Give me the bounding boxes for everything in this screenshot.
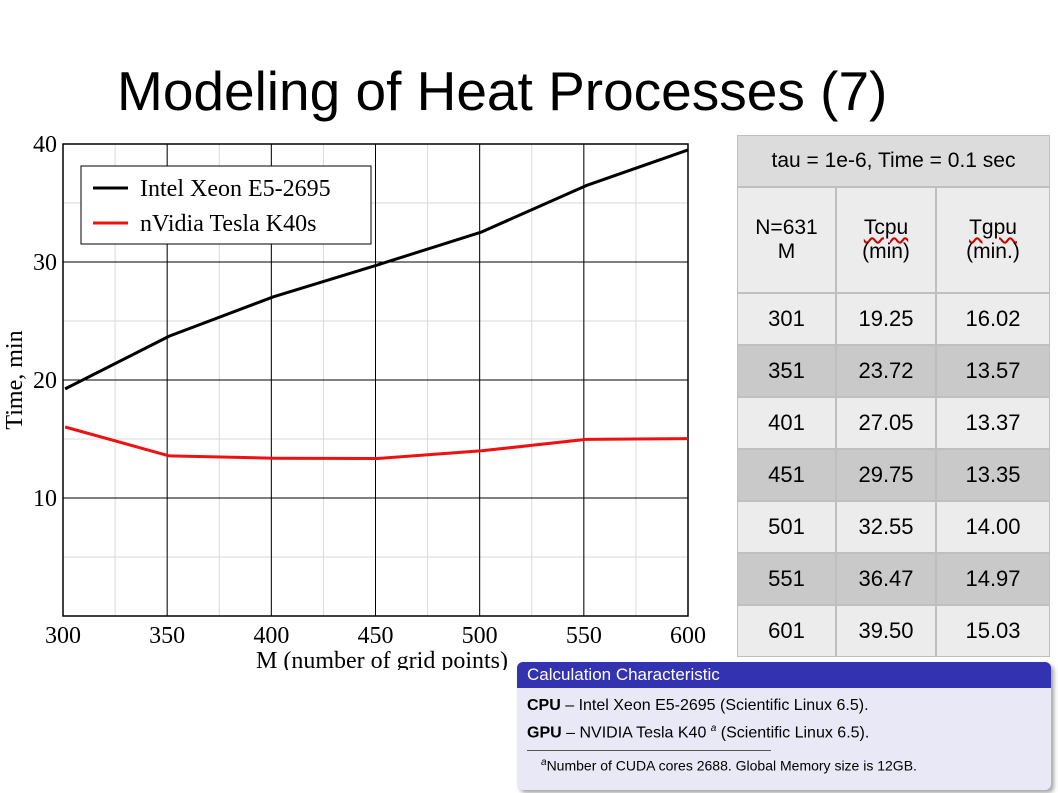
cell-tcpu: 32.55 [836,501,936,553]
x-tick-label: 600 [670,623,706,649]
table-caption: tau = 1e-6, Time = 0.1 sec [737,135,1050,187]
series-layer [64,148,689,460]
cpu-label: CPU [527,697,561,714]
cell-tgpu: 13.57 [936,345,1050,397]
header-tcpu: Tcpu (min) [836,187,936,293]
timing-table: tau = 1e-6, Time = 0.1 sec N=631 M Tcpu … [737,135,1050,657]
x-tick-label: 450 [358,623,394,649]
cell-tgpu: 14.00 [936,501,1050,553]
table-body: 301 19.25 16.02 351 23.72 13.57 401 27.05 13.37 4… [737,293,1050,657]
cell-tgpu: 15.03 [936,605,1050,657]
table-row: 601 39.50 15.03 [737,605,1050,657]
series-line-0 [64,148,689,391]
footnote-rule [527,750,771,751]
table-row: 451 29.75 13.35 [737,449,1050,501]
footnote: aNumber of CUDA cores 2688. Global Memor… [527,757,1041,774]
legend-box [80,165,372,245]
cell-tgpu: 14.97 [936,553,1050,605]
footnote-text: Number of CUDA cores 2688. Global Memory… [546,757,917,774]
x-axis-label: M (number of grid points) [256,648,508,670]
cell-tcpu: 29.75 [836,449,936,501]
x-tick-label: 350 [149,623,185,649]
cell-tcpu: 39.50 [836,605,936,657]
table-caption-text: tau = 1e-6, Time = 0.1 sec [771,149,1016,172]
cell-tgpu: 13.37 [936,397,1050,449]
y-tick-label: 10 [33,486,57,512]
table-row: 401 27.05 13.37 [737,397,1050,449]
y-tick-label: 40 [33,132,57,158]
header-n-line2: M [777,240,796,263]
cell-tcpu: 36.47 [836,553,936,605]
x-tick-label: 400 [253,623,289,649]
header-tgpu-line2: (min.) [966,240,1020,263]
gpu-text2: (Scientific Linux 6.5). [716,724,870,742]
gpu-text: – NVIDIA Tesla K40 [561,724,711,742]
cpu-text: – Intel Xeon E5-2695 (Scientific Linux 6… [560,697,869,714]
table-row: 301 19.25 16.02 [737,293,1050,345]
cell-n: 551 [737,553,836,605]
footnote-mark: a [541,757,547,768]
cpu-line: CPU – Intel Xeon E5-2695 (Scientific Lin… [527,694,1041,717]
header-tcpu-line1: Tcpu [863,215,909,239]
cell-n: 451 [737,449,836,501]
header-tcpu-line2: (min) [862,240,910,263]
slide-title: Modeling of Heat Processes (7) [117,60,888,122]
line-chart: 300 350 400 450 500 550 600 10 20 30 40 M (number… [2,132,706,670]
cell-n: 501 [737,501,836,553]
plot-frame [62,143,689,617]
cell-n: 351 [737,345,836,397]
table-row: 551 36.47 14.97 [737,553,1050,605]
cell-tcpu: 19.25 [836,293,936,345]
legend-label-gpu: nVidia Tesla K40s [140,211,316,237]
cell-n: 401 [737,397,836,449]
cell-tgpu: 16.02 [936,293,1050,345]
y-tick-labels: 10 20 30 40 [33,132,57,512]
table-row: 501 32.55 14.00 [737,501,1050,553]
x-tick-label: 300 [45,623,81,649]
cell-n: 601 [737,605,836,657]
y-axis-label: Time, min [2,330,28,429]
gpu-label: GPU [527,724,562,742]
header-n: N=631 M [737,187,836,293]
gpu-footnote-mark: a [710,723,717,734]
header-n-line1: N=631 [755,215,818,239]
block-body: CPU – Intel Xeon E5-2695 (Scientific Lin… [517,688,1051,780]
cell-tgpu: 13.35 [936,449,1050,501]
y-tick-label: 30 [33,250,57,276]
header-tgpu-line1: Tgpu [969,215,1017,239]
x-tick-label: 500 [462,623,498,649]
calc-characteristic-block: Calculation Characteristic CPU – Intel X… [517,662,1051,790]
cell-tcpu: 23.72 [836,345,936,397]
x-tick-labels: 300 350 400 450 500 550 600 [45,623,706,649]
legend-label-cpu: Intel Xeon E5-2695 [140,176,331,202]
table-row: 351 23.72 13.57 [737,345,1050,397]
series-line-1 [64,425,689,460]
x-tick-label: 550 [566,623,602,649]
cell-tcpu: 27.05 [836,397,936,449]
cell-n: 301 [737,293,836,345]
header-tgpu: Tgpu (min.) [936,187,1050,293]
legend: Intel Xeon E5-2695 nVidia Tesla K40s [80,165,372,245]
gpu-line: GPU – NVIDIA Tesla K40 a (Scientific Lin… [527,717,1041,742]
block-title: Calculation Characteristic [517,662,1051,688]
y-tick-label: 20 [33,368,57,394]
